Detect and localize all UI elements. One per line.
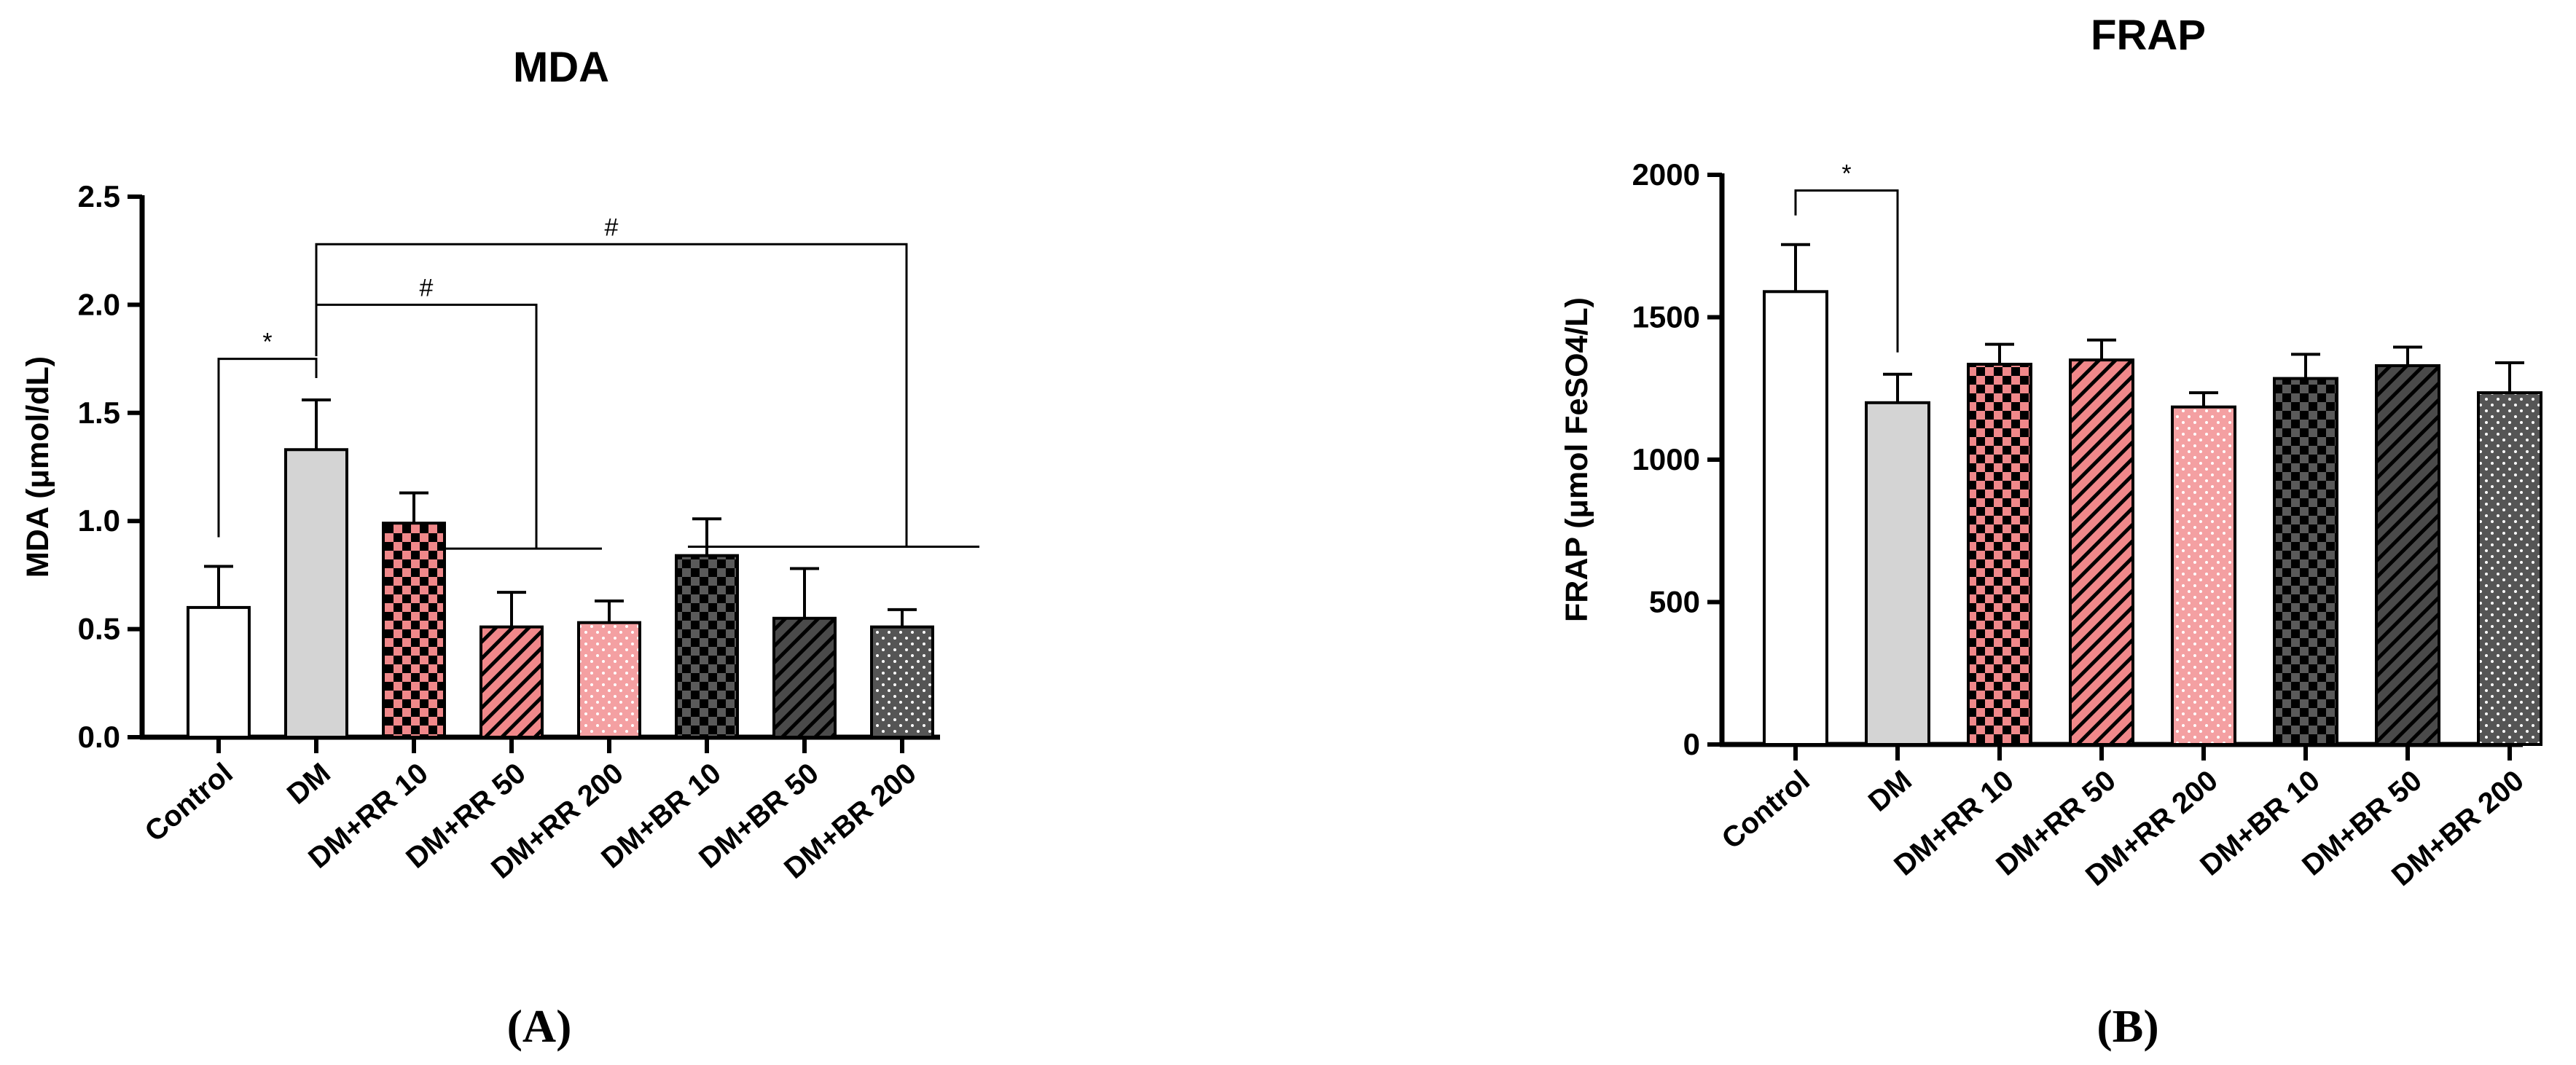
bar-dm bbox=[284, 448, 348, 739]
y-tick-label: 1.5 bbox=[78, 396, 120, 430]
significance-label: * bbox=[262, 329, 272, 356]
panel-b: FRAP FRAP (μmol FeSO4/L) 0 500 1000 1500 2000 C… bbox=[1559, 12, 2542, 1052]
y-tick-label: 0.5 bbox=[78, 612, 120, 646]
bar-dm-rr-10 bbox=[382, 522, 446, 739]
y-tick-label: 1000 bbox=[1632, 442, 1700, 476]
bar-dm bbox=[1865, 401, 1930, 746]
bar-control bbox=[1763, 290, 1828, 746]
chart-title: MDA bbox=[513, 44, 609, 91]
significance-bracket bbox=[217, 358, 318, 538]
bar-dm-br-50 bbox=[772, 616, 837, 739]
bar-dm-br-200 bbox=[2477, 391, 2542, 746]
bar-dm-rr-10 bbox=[1967, 363, 2032, 746]
bar-dm-br-10 bbox=[675, 554, 739, 739]
significance-label: # bbox=[420, 274, 434, 302]
bar-dm-rr-200 bbox=[577, 621, 641, 739]
y-tick-label: 2.5 bbox=[78, 179, 120, 213]
y-axis-label: FRAP (μmol FeSO4/L) bbox=[1559, 297, 1594, 622]
panel-label: (A) bbox=[507, 1000, 572, 1052]
chart-title: FRAP bbox=[2091, 12, 2206, 59]
significance-bracket bbox=[315, 303, 538, 549]
y-tick-label: 0 bbox=[1683, 727, 1700, 761]
x-tick-label: DM bbox=[1863, 764, 1918, 818]
bar-dm-rr-200 bbox=[2171, 405, 2236, 746]
significance-bracket bbox=[1794, 189, 1899, 353]
y-tick-label: 0.0 bbox=[78, 720, 120, 754]
y-axis-label: MDA (μmol/dL) bbox=[20, 356, 55, 578]
y-tick-label: 1.0 bbox=[78, 503, 120, 538]
panel-a: MDA MDA (μmol/dL) 0.0 0.5 1.0 1.5 2.0 2.5 Contro… bbox=[20, 44, 979, 1052]
y-tick-label: 500 bbox=[1649, 585, 1700, 619]
y-tick-label: 1500 bbox=[1632, 300, 1700, 334]
y-tick-label: 2000 bbox=[1632, 157, 1700, 192]
significance-bracket bbox=[315, 243, 908, 547]
x-tick-label: DM bbox=[281, 757, 337, 811]
significance-label: * bbox=[1841, 160, 1851, 188]
bar-dm-rr-50 bbox=[2069, 358, 2134, 746]
bar-dm-br-50 bbox=[2375, 363, 2440, 747]
bar-dm-br-10 bbox=[2273, 377, 2338, 746]
significance-label: # bbox=[605, 213, 619, 241]
bar-control bbox=[187, 605, 251, 739]
x-tick-label: Control bbox=[1716, 764, 1816, 855]
x-tick-label: Control bbox=[139, 757, 239, 848]
y-tick-label: 2.0 bbox=[78, 287, 120, 321]
bar-dm-br-200 bbox=[870, 625, 934, 739]
panel-label: (B) bbox=[2097, 1000, 2158, 1052]
bar-dm-rr-50 bbox=[479, 625, 544, 739]
